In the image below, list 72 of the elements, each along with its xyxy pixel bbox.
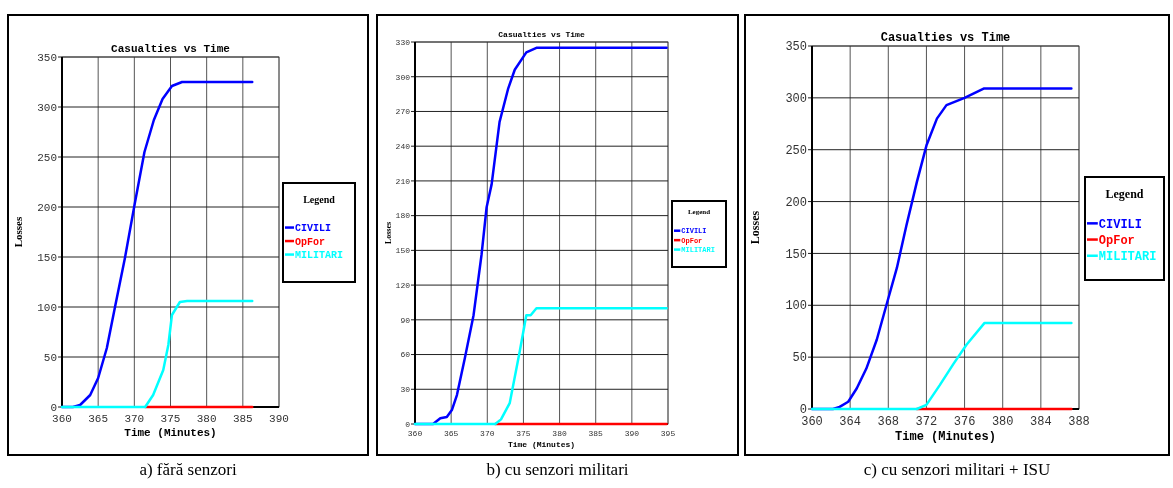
y-tick-label: 120 — [395, 280, 411, 290]
legend-label: CIVILI — [295, 223, 332, 235]
y-tick-label: 330 — [395, 37, 411, 47]
legend-label: MILITARI — [295, 250, 344, 262]
legend-label: OpFor — [1098, 233, 1135, 248]
legend-title: Legend — [1105, 186, 1144, 201]
x-tick-label: 376 — [953, 415, 976, 429]
y-tick-label: 50 — [792, 351, 807, 366]
x-axis-title: Time (Minutes) — [507, 440, 576, 449]
y-tick-label: 300 — [395, 72, 411, 82]
x-tick-label: 388 — [1068, 415, 1090, 429]
x-tick-label: 385 — [588, 429, 604, 438]
x-tick-label: 390 — [624, 429, 640, 438]
y-tick-label: 350 — [785, 40, 807, 55]
y-tick-label: 180 — [395, 211, 411, 221]
y-axis-title: Losses — [12, 216, 24, 248]
x-tick-label: 390 — [269, 413, 289, 425]
y-tick-label: 60 — [400, 350, 411, 360]
x-tick-label: 368 — [877, 415, 900, 429]
legend-label: CIVILI — [1098, 217, 1143, 232]
y-tick-label: 300 — [37, 101, 57, 114]
x-tick-label: 395 — [660, 429, 676, 438]
x-tick-label: 375 — [160, 413, 181, 425]
y-tick-label: 0 — [50, 401, 57, 414]
y-tick-label: 270 — [395, 107, 411, 117]
y-tick-label: 150 — [785, 247, 807, 262]
text: a) fără senzori — [139, 460, 237, 479]
x-tick-label: 360 — [801, 415, 823, 429]
y-tick-label: 350 — [37, 51, 57, 64]
legend-label: MILITARI — [1098, 249, 1157, 264]
line-series — [810, 321, 1073, 411]
x-tick-label: 384 — [1030, 415, 1052, 429]
y-axis-title: Losses — [748, 210, 762, 245]
y-tick-label: 0 — [405, 419, 411, 429]
x-tick-label: 385 — [232, 413, 253, 425]
y-tick-label: 150 — [37, 251, 57, 264]
x-tick-label: 360 — [52, 413, 72, 425]
y-tick-label: 300 — [785, 92, 807, 107]
y-tick-label: 100 — [785, 299, 807, 314]
y-tick-label: 210 — [395, 176, 411, 186]
x-tick-label: 380 — [552, 429, 567, 438]
text: c) cu senzori militari + ISU — [863, 460, 1051, 479]
x-tick-label: 370 — [124, 413, 145, 425]
line-series — [60, 299, 254, 409]
chart-title: Casualties vs Time — [880, 31, 1011, 45]
x-tick-label: 380 — [196, 413, 217, 425]
x-tick-label: 372 — [915, 415, 938, 429]
x-tick-label: 375 — [516, 429, 531, 438]
x-tick-label: 365 — [443, 429, 459, 438]
legend-label: OpFor — [295, 236, 326, 248]
y-tick-label: 240 — [395, 141, 411, 151]
x-tick-label: 364 — [839, 415, 861, 429]
legend-title: Legend — [303, 193, 336, 205]
y-tick-label: 250 — [37, 151, 57, 164]
chart-title: Casualties vs Time — [498, 30, 585, 39]
x-axis-title: Time (Minutes) — [124, 427, 217, 439]
y-tick-label: 50 — [43, 351, 57, 364]
x-tick-label: 380 — [991, 415, 1014, 429]
y-tick-label: 90 — [400, 315, 411, 325]
text: b) cu senzori militari — [486, 460, 629, 479]
y-axis-title: Losses — [384, 221, 393, 245]
y-tick-label: 200 — [785, 195, 807, 210]
x-tick-label: 365 — [88, 413, 109, 425]
y-tick-label: 200 — [37, 201, 57, 214]
chart-title: Casualties vs Time — [111, 43, 231, 55]
y-tick-label: 250 — [785, 143, 807, 158]
y-tick-label: 100 — [37, 301, 57, 314]
y-tick-label: 30 — [400, 385, 411, 395]
y-tick-label: 150 — [395, 246, 411, 256]
x-tick-label: 360 — [407, 429, 423, 438]
x-tick-label: 370 — [480, 429, 495, 438]
x-axis-title: Time (Minutes) — [895, 430, 996, 444]
